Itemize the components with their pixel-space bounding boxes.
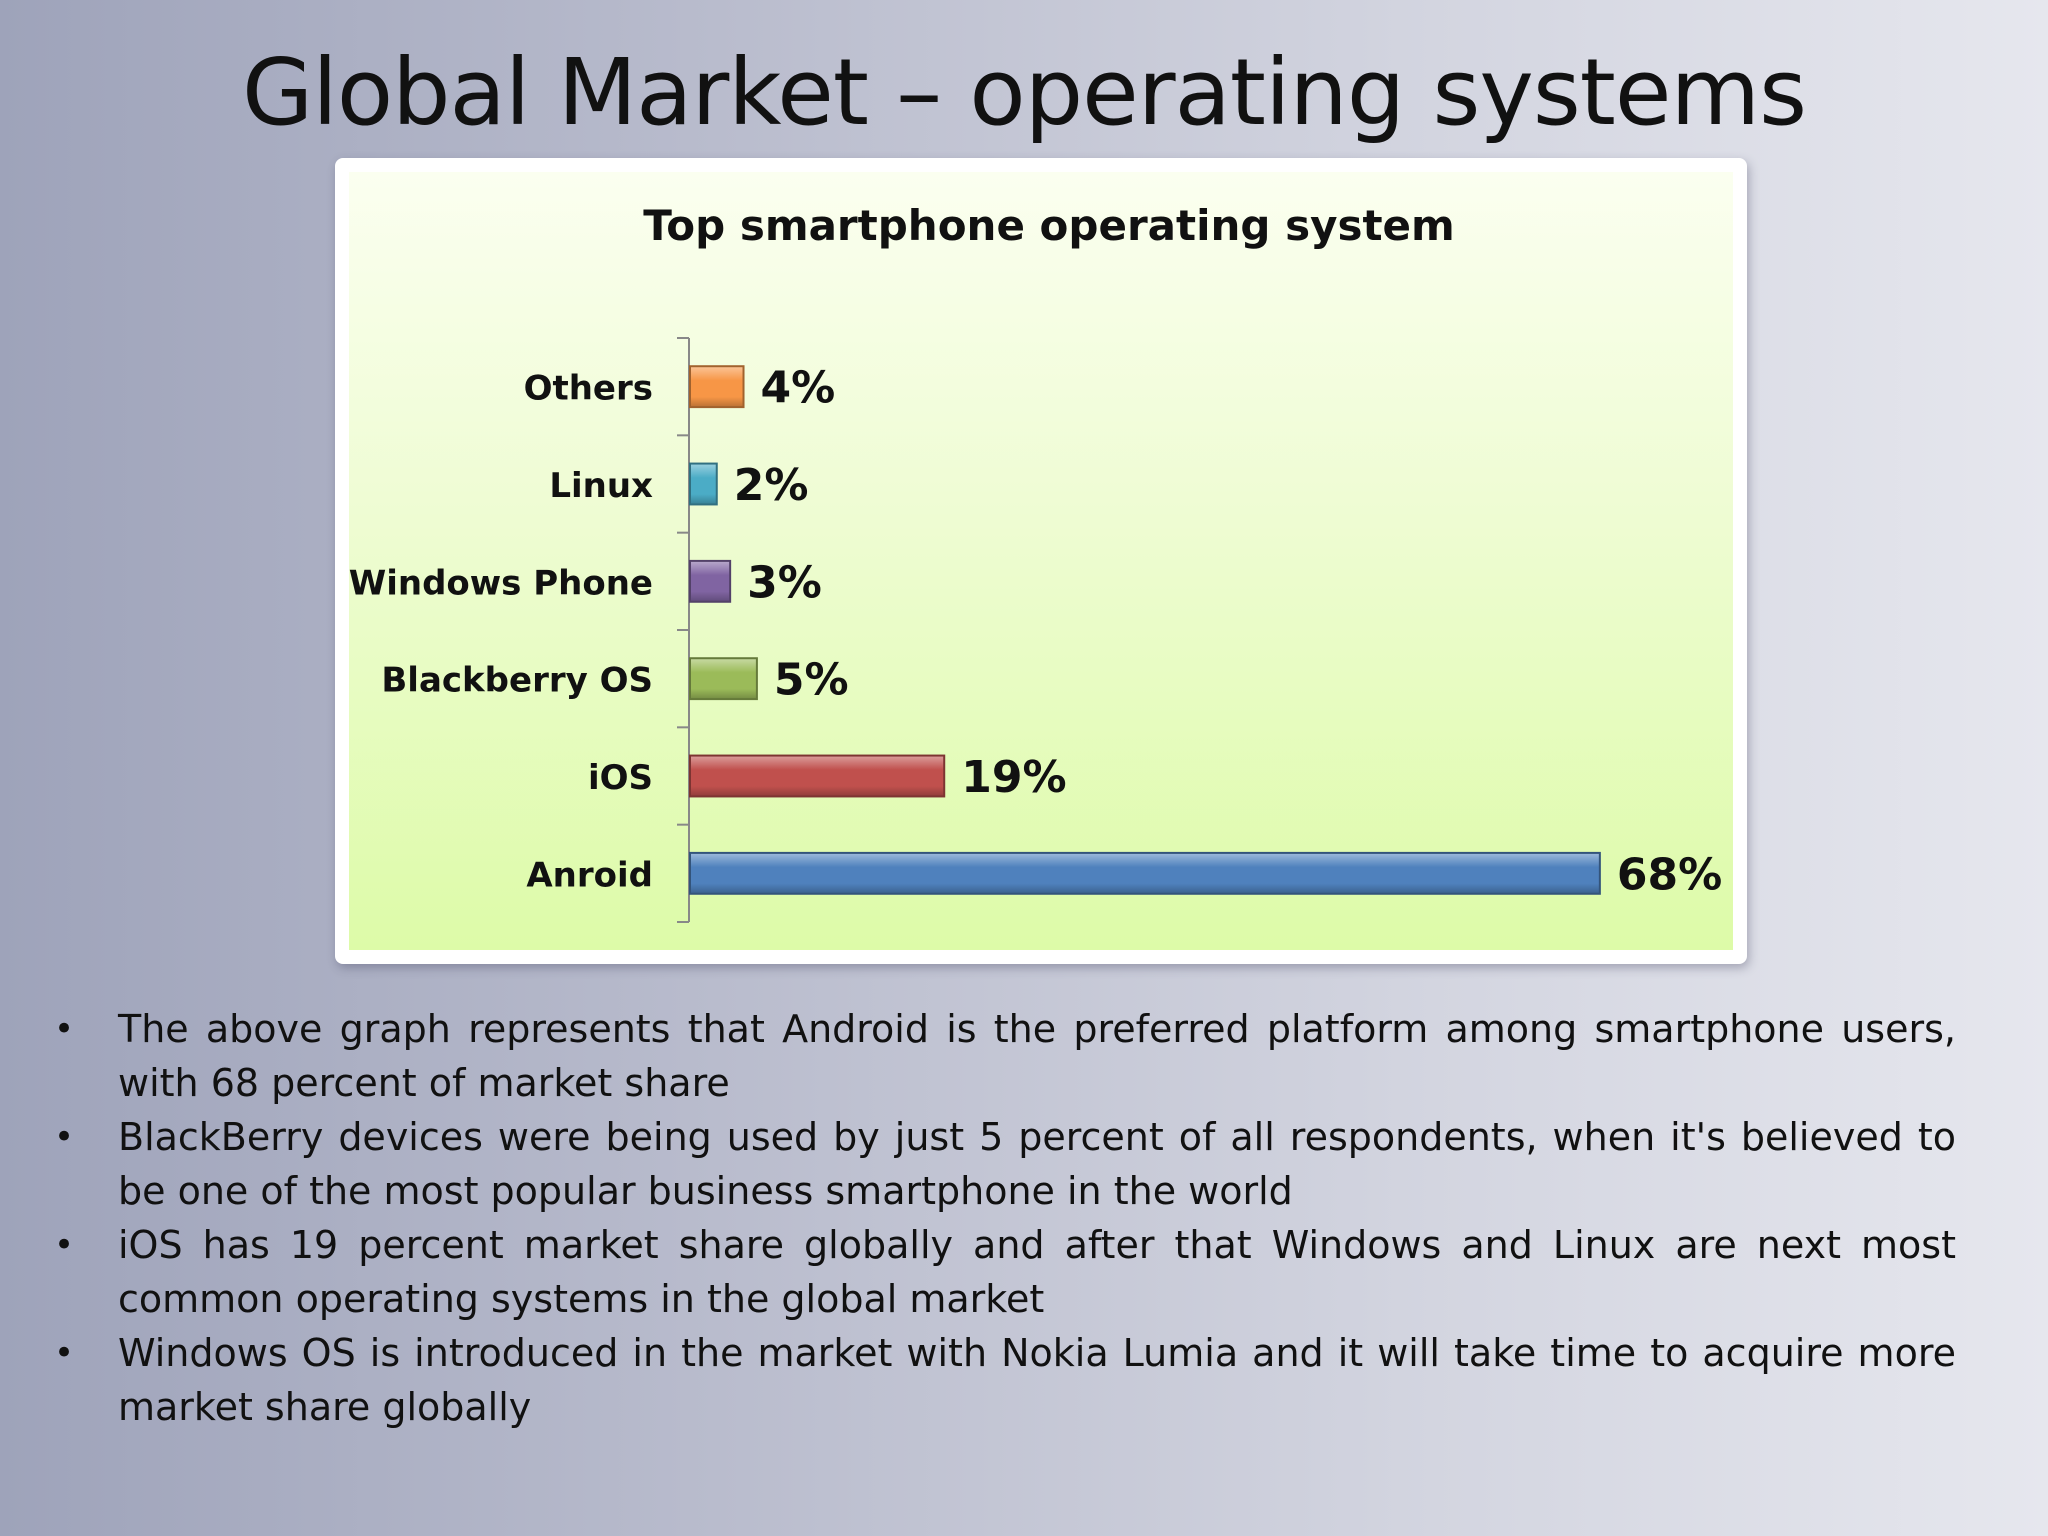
data-labels: 4% 2% 3% 5% 19% 68%	[734, 363, 1722, 901]
data-label: 68%	[1617, 849, 1722, 900]
data-label: 5%	[774, 655, 849, 706]
bullet-dot-icon: •	[54, 1009, 75, 1049]
bullet-item-3: • iOS has 19 percent market share globall…	[50, 1218, 1956, 1326]
bullet-item-2: • BlackBerry devices were being used by j…	[50, 1110, 1956, 1218]
category-labels: Others Linux Windows Phone Blackberry OS iOS…	[349, 369, 653, 896]
bar-others	[689, 365, 745, 409]
chart-frame: Top smartphone operating system Others Li…	[335, 158, 1747, 964]
category-label: Others	[524, 369, 653, 409]
category-label: iOS	[588, 758, 653, 798]
bar-blackberry-os	[689, 657, 758, 701]
bullet-item-1: • The above graph represents that Android…	[50, 1002, 1956, 1110]
chart-plot-area: Top smartphone operating system Others Li…	[349, 172, 1733, 950]
category-label: Anroid	[526, 855, 653, 895]
slide-title: Global Market – operating systems	[241, 39, 1807, 146]
category-label: Linux	[549, 466, 653, 506]
bullet-list: • The above graph represents that Android…	[50, 1002, 1956, 1434]
bullet-text-2: BlackBerry devices were being used by ju…	[118, 1115, 1956, 1213]
bar-series	[689, 365, 1601, 895]
bar-anroid	[689, 851, 1601, 895]
bullet-dot-icon: •	[54, 1225, 75, 1265]
category-label: Blackberry OS	[381, 661, 653, 701]
bullet-item-4: • Windows OS is introduced in the market …	[50, 1326, 1956, 1434]
data-label: 2%	[734, 460, 809, 511]
bullet-text-4: Windows OS is introduced in the market w…	[118, 1331, 1956, 1429]
bullet-dot-icon: •	[54, 1117, 75, 1157]
bullet-text-3: iOS has 19 percent market share globally…	[118, 1223, 1956, 1321]
data-label: 4%	[761, 363, 836, 414]
chart-title: Top smartphone operating system	[643, 201, 1455, 250]
bar-chart: Top smartphone operating system Others Li…	[349, 201, 1722, 923]
data-label: 19%	[961, 752, 1066, 803]
bullet-dot-icon: •	[54, 1333, 75, 1373]
bullet-text-1: The above graph represents that Android …	[118, 1007, 1956, 1105]
bar-linux	[689, 462, 718, 506]
category-label: Windows Phone	[349, 563, 653, 603]
category-axis	[677, 337, 690, 923]
bar-windows-phone	[689, 559, 732, 603]
bar-ios	[689, 754, 946, 798]
data-label: 3%	[747, 557, 822, 608]
